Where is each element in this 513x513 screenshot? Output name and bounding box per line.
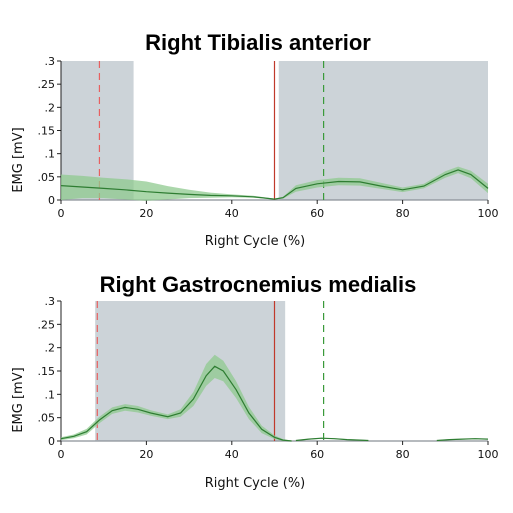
y-tick-label: .3 [45,55,56,68]
y-tick-label: 0 [48,435,55,448]
x-axis-label: Right Cycle (%) [205,476,306,491]
x-tick-label: 0 [58,207,65,220]
y-tick-label: .2 [45,342,56,355]
x-tick-label: 100 [478,448,499,461]
y-tick-label: .25 [38,78,56,91]
std-band [61,166,488,201]
chart-title: Right Tibialis anterior [145,30,371,55]
y-axis-label: EMG [mV] [11,127,26,192]
x-tick-label: 20 [139,207,153,220]
y-tick-label: .2 [45,101,56,114]
panel-tibialis-anterior: Right Tibialis anterior .3 .25 .2 .15 .1 .05 0… [11,30,499,249]
mean-line [436,438,489,442]
x-tick-label: 100 [478,207,499,220]
y-tick-label: .25 [38,318,56,331]
y-tick-label: .05 [38,412,56,425]
plot-area: .3 .25 .2 .15 .1 .05 00 20 40 60 80 100 [38,295,499,461]
plot-area: .3 .25 .2 .15 .1 .05 00 20 40 60 80 100 [38,55,499,220]
x-tick-label: 40 [225,448,239,461]
chart-title: Right Gastrocnemius medialis [100,272,417,297]
y-tick-label: 0 [48,194,55,207]
activity-region [278,61,488,200]
x-axis-label: Right Cycle (%) [205,234,306,249]
x-tick-label: 40 [225,207,239,220]
y-tick-label: .15 [38,125,56,138]
x-tick-label: 80 [396,207,410,220]
y-tick-label: .15 [38,365,56,378]
panel-gastrocnemius-medialis: Right Gastrocnemius medialis .3 .25 .2 .15.… [11,272,499,491]
mean-line [60,169,489,200]
y-tick-label: .3 [45,295,56,308]
x-tick-label: 0 [58,448,65,461]
y-tick-label: .05 [38,171,56,184]
x-tick-label: 80 [396,448,410,461]
x-tick-label: 20 [139,448,153,461]
x-tick-label: 60 [310,207,324,220]
x-tick-label: 60 [310,448,324,461]
y-tick-label: .1 [45,148,56,161]
y-tick-label: .1 [45,388,56,401]
mean-line [295,437,369,442]
y-axis-label: EMG [mV] [11,367,26,432]
mean-line [60,365,292,442]
